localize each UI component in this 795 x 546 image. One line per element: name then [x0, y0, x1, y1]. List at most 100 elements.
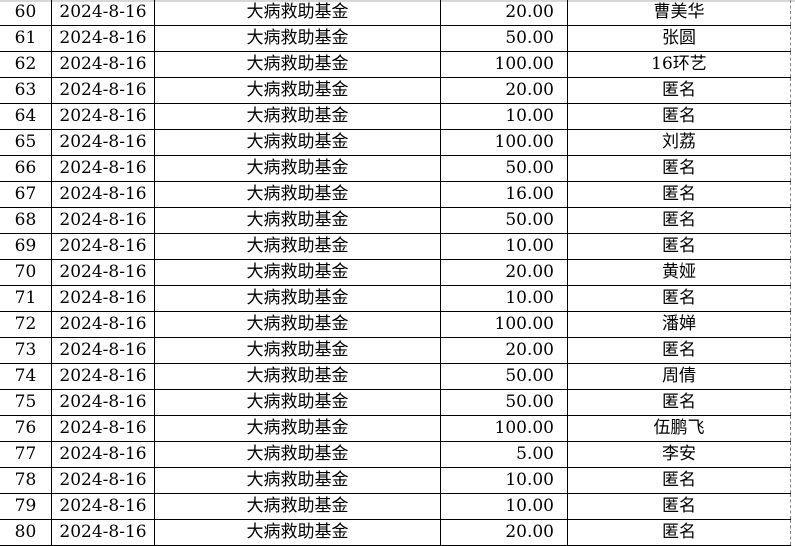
donor-name-cell[interactable]: 周倩	[567, 363, 791, 390]
date-cell[interactable]: 2024-8-16	[51, 493, 155, 520]
amount-cell[interactable]: 10.00	[440, 467, 568, 494]
donor-name-cell[interactable]: 匿名	[567, 233, 791, 260]
amount-cell[interactable]: 20.00	[440, 519, 568, 546]
date-cell[interactable]: 2024-8-16	[51, 207, 155, 234]
donor-name-cell[interactable]: 匿名	[567, 519, 791, 546]
amount-cell[interactable]: 10.00	[440, 285, 568, 312]
fund-cell[interactable]: 大病救助基金	[154, 519, 441, 546]
row-number-cell[interactable]: 73	[0, 337, 52, 364]
date-cell[interactable]: 2024-8-16	[51, 285, 155, 312]
row-number-cell[interactable]: 61	[0, 25, 52, 52]
amount-cell[interactable]: 100.00	[440, 51, 568, 78]
row-number-cell[interactable]: 64	[0, 103, 52, 130]
fund-cell[interactable]: 大病救助基金	[154, 207, 441, 234]
donor-name-cell[interactable]: 李安	[567, 441, 791, 468]
row-number-cell[interactable]: 75	[0, 389, 52, 416]
amount-cell[interactable]: 100.00	[440, 415, 568, 442]
fund-cell[interactable]: 大病救助基金	[154, 311, 441, 338]
date-cell[interactable]: 2024-8-16	[51, 0, 155, 26]
date-cell[interactable]: 2024-8-16	[51, 77, 155, 104]
donor-name-cell[interactable]: 匿名	[567, 77, 791, 104]
row-number-cell[interactable]: 63	[0, 77, 52, 104]
date-cell[interactable]: 2024-8-16	[51, 337, 155, 364]
amount-cell[interactable]: 50.00	[440, 363, 568, 390]
row-number-cell[interactable]: 68	[0, 207, 52, 234]
amount-cell[interactable]: 100.00	[440, 311, 568, 338]
row-number-cell[interactable]: 78	[0, 467, 52, 494]
amount-cell[interactable]: 20.00	[440, 337, 568, 364]
amount-cell[interactable]: 20.00	[440, 259, 568, 286]
donor-name-cell[interactable]: 匿名	[567, 493, 791, 520]
donor-name-cell[interactable]: 曹美华	[567, 0, 791, 26]
row-number-cell[interactable]: 65	[0, 129, 52, 156]
amount-cell[interactable]: 50.00	[440, 207, 568, 234]
donor-name-cell[interactable]: 刘荔	[567, 129, 791, 156]
donor-name-cell[interactable]: 匿名	[567, 467, 791, 494]
date-cell[interactable]: 2024-8-16	[51, 181, 155, 208]
amount-cell[interactable]: 50.00	[440, 25, 568, 52]
donor-name-cell[interactable]: 匿名	[567, 285, 791, 312]
row-number-cell[interactable]: 74	[0, 363, 52, 390]
fund-cell[interactable]: 大病救助基金	[154, 51, 441, 78]
row-number-cell[interactable]: 79	[0, 493, 52, 520]
date-cell[interactable]: 2024-8-16	[51, 25, 155, 52]
amount-cell[interactable]: 10.00	[440, 103, 568, 130]
fund-cell[interactable]: 大病救助基金	[154, 415, 441, 442]
donor-name-cell[interactable]: 匿名	[567, 103, 791, 130]
donor-name-cell[interactable]: 16环艺	[567, 51, 791, 78]
row-number-cell[interactable]: 62	[0, 51, 52, 78]
date-cell[interactable]: 2024-8-16	[51, 389, 155, 416]
row-number-cell[interactable]: 71	[0, 285, 52, 312]
amount-cell[interactable]: 10.00	[440, 233, 568, 260]
row-number-cell[interactable]: 77	[0, 441, 52, 468]
fund-cell[interactable]: 大病救助基金	[154, 285, 441, 312]
donor-name-cell[interactable]: 伍鹏飞	[567, 415, 791, 442]
donor-name-cell[interactable]: 潘婵	[567, 311, 791, 338]
date-cell[interactable]: 2024-8-16	[51, 233, 155, 260]
fund-cell[interactable]: 大病救助基金	[154, 25, 441, 52]
amount-cell[interactable]: 50.00	[440, 389, 568, 416]
row-number-cell[interactable]: 60	[0, 0, 52, 26]
fund-cell[interactable]: 大病救助基金	[154, 0, 441, 26]
fund-cell[interactable]: 大病救助基金	[154, 389, 441, 416]
date-cell[interactable]: 2024-8-16	[51, 441, 155, 468]
fund-cell[interactable]: 大病救助基金	[154, 233, 441, 260]
row-number-cell[interactable]: 69	[0, 233, 52, 260]
row-number-cell[interactable]: 70	[0, 259, 52, 286]
donor-name-cell[interactable]: 匿名	[567, 181, 791, 208]
donor-name-cell[interactable]: 匿名	[567, 389, 791, 416]
row-number-cell[interactable]: 80	[0, 519, 52, 546]
fund-cell[interactable]: 大病救助基金	[154, 181, 441, 208]
date-cell[interactable]: 2024-8-16	[51, 129, 155, 156]
date-cell[interactable]: 2024-8-16	[51, 519, 155, 546]
fund-cell[interactable]: 大病救助基金	[154, 493, 441, 520]
fund-cell[interactable]: 大病救助基金	[154, 363, 441, 390]
fund-cell[interactable]: 大病救助基金	[154, 441, 441, 468]
date-cell[interactable]: 2024-8-16	[51, 155, 155, 182]
row-number-cell[interactable]: 76	[0, 415, 52, 442]
fund-cell[interactable]: 大病救助基金	[154, 155, 441, 182]
row-number-cell[interactable]: 67	[0, 181, 52, 208]
donor-name-cell[interactable]: 匿名	[567, 207, 791, 234]
donor-name-cell[interactable]: 匿名	[567, 337, 791, 364]
date-cell[interactable]: 2024-8-16	[51, 467, 155, 494]
row-number-cell[interactable]: 66	[0, 155, 52, 182]
amount-cell[interactable]: 16.00	[440, 181, 568, 208]
date-cell[interactable]: 2024-8-16	[51, 415, 155, 442]
date-cell[interactable]: 2024-8-16	[51, 259, 155, 286]
donor-name-cell[interactable]: 匿名	[567, 155, 791, 182]
row-number-cell[interactable]: 72	[0, 311, 52, 338]
amount-cell[interactable]: 5.00	[440, 441, 568, 468]
amount-cell[interactable]: 20.00	[440, 77, 568, 104]
donor-name-cell[interactable]: 黄娅	[567, 259, 791, 286]
fund-cell[interactable]: 大病救助基金	[154, 77, 441, 104]
amount-cell[interactable]: 20.00	[440, 0, 568, 26]
amount-cell[interactable]: 50.00	[440, 155, 568, 182]
date-cell[interactable]: 2024-8-16	[51, 363, 155, 390]
date-cell[interactable]: 2024-8-16	[51, 311, 155, 338]
date-cell[interactable]: 2024-8-16	[51, 51, 155, 78]
date-cell[interactable]: 2024-8-16	[51, 103, 155, 130]
amount-cell[interactable]: 10.00	[440, 493, 568, 520]
fund-cell[interactable]: 大病救助基金	[154, 129, 441, 156]
fund-cell[interactable]: 大病救助基金	[154, 259, 441, 286]
